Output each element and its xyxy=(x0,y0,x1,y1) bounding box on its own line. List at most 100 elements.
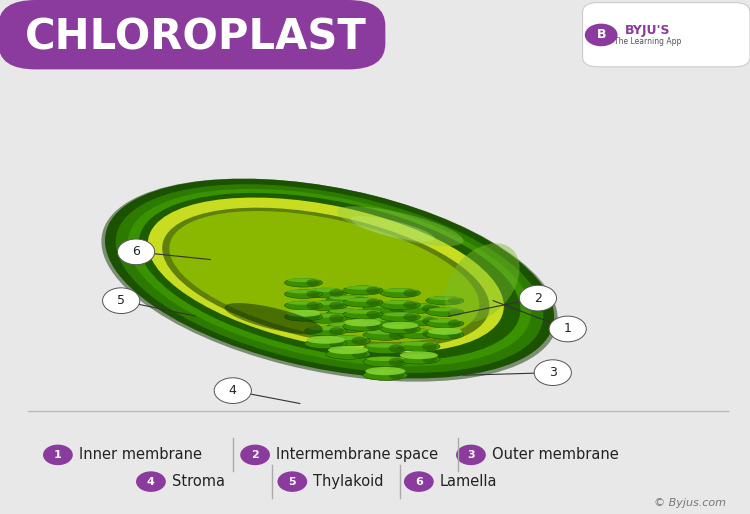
Ellipse shape xyxy=(326,296,370,306)
Ellipse shape xyxy=(346,309,380,314)
Text: Thylakoid: Thylakoid xyxy=(314,474,384,489)
Circle shape xyxy=(585,24,617,46)
Ellipse shape xyxy=(170,211,479,342)
Ellipse shape xyxy=(388,344,404,353)
Text: Stroma: Stroma xyxy=(172,474,225,489)
Ellipse shape xyxy=(398,303,440,313)
Ellipse shape xyxy=(345,319,381,326)
Ellipse shape xyxy=(284,313,322,321)
Text: 6: 6 xyxy=(415,476,423,487)
Ellipse shape xyxy=(284,290,322,299)
Ellipse shape xyxy=(400,352,438,359)
Ellipse shape xyxy=(383,312,417,316)
Ellipse shape xyxy=(284,279,322,287)
Ellipse shape xyxy=(426,296,464,305)
Ellipse shape xyxy=(287,312,320,316)
Ellipse shape xyxy=(346,286,380,290)
Ellipse shape xyxy=(304,314,347,323)
Text: Inner membrane: Inner membrane xyxy=(79,447,202,463)
Ellipse shape xyxy=(404,289,417,297)
Text: B: B xyxy=(596,28,606,42)
Ellipse shape xyxy=(287,278,320,282)
Ellipse shape xyxy=(380,300,420,309)
Ellipse shape xyxy=(148,197,504,353)
Ellipse shape xyxy=(308,301,344,305)
Ellipse shape xyxy=(426,331,464,339)
Circle shape xyxy=(103,288,140,314)
Ellipse shape xyxy=(400,328,436,333)
Circle shape xyxy=(43,445,73,465)
Ellipse shape xyxy=(400,341,436,346)
Ellipse shape xyxy=(422,304,436,313)
Ellipse shape xyxy=(284,301,322,310)
Ellipse shape xyxy=(343,298,383,307)
Ellipse shape xyxy=(382,322,418,329)
Ellipse shape xyxy=(218,217,352,287)
Ellipse shape xyxy=(363,370,408,380)
Text: 3: 3 xyxy=(467,450,475,460)
Circle shape xyxy=(456,445,486,465)
Text: 1: 1 xyxy=(564,322,572,336)
Ellipse shape xyxy=(287,301,320,305)
Ellipse shape xyxy=(105,179,554,378)
Circle shape xyxy=(136,471,166,492)
Ellipse shape xyxy=(366,317,404,321)
Ellipse shape xyxy=(329,289,344,297)
Ellipse shape xyxy=(380,324,420,334)
Ellipse shape xyxy=(307,336,345,344)
Text: 6: 6 xyxy=(132,245,140,259)
Ellipse shape xyxy=(352,323,367,332)
Ellipse shape xyxy=(404,314,417,321)
Ellipse shape xyxy=(346,322,380,326)
Ellipse shape xyxy=(139,193,520,360)
Ellipse shape xyxy=(400,303,436,308)
Text: The Learning App: The Learning App xyxy=(614,36,681,46)
Ellipse shape xyxy=(426,308,464,317)
Ellipse shape xyxy=(383,300,417,304)
Ellipse shape xyxy=(326,336,370,346)
Ellipse shape xyxy=(128,189,531,366)
Text: 3: 3 xyxy=(549,366,556,379)
Ellipse shape xyxy=(287,289,320,293)
Ellipse shape xyxy=(445,243,520,322)
Text: CHLOROPLAST: CHLOROPLAST xyxy=(25,16,366,58)
Ellipse shape xyxy=(308,339,344,343)
Ellipse shape xyxy=(380,288,420,298)
Circle shape xyxy=(278,471,308,492)
Ellipse shape xyxy=(388,304,404,313)
Ellipse shape xyxy=(429,330,461,334)
Ellipse shape xyxy=(329,322,367,327)
Ellipse shape xyxy=(326,322,370,333)
Ellipse shape xyxy=(352,350,367,358)
Circle shape xyxy=(404,471,433,492)
Ellipse shape xyxy=(422,317,436,325)
Circle shape xyxy=(519,285,556,311)
Ellipse shape xyxy=(352,310,367,318)
Ellipse shape xyxy=(448,308,461,316)
Ellipse shape xyxy=(366,299,380,306)
Ellipse shape xyxy=(304,339,347,348)
FancyBboxPatch shape xyxy=(0,0,386,69)
Ellipse shape xyxy=(304,301,347,310)
Circle shape xyxy=(118,239,154,265)
Ellipse shape xyxy=(116,184,543,373)
Ellipse shape xyxy=(429,296,461,300)
Ellipse shape xyxy=(388,371,404,379)
Ellipse shape xyxy=(329,349,367,354)
Ellipse shape xyxy=(363,303,408,314)
Ellipse shape xyxy=(306,279,320,286)
Ellipse shape xyxy=(398,329,440,339)
Text: 5: 5 xyxy=(289,476,296,487)
Text: 4: 4 xyxy=(229,384,237,397)
Ellipse shape xyxy=(365,367,406,375)
Text: 2: 2 xyxy=(534,291,542,305)
Ellipse shape xyxy=(363,330,408,340)
Ellipse shape xyxy=(383,324,417,328)
Ellipse shape xyxy=(162,208,490,347)
Ellipse shape xyxy=(422,355,436,363)
Ellipse shape xyxy=(352,297,367,305)
Ellipse shape xyxy=(326,349,370,359)
Text: 4: 4 xyxy=(147,476,154,487)
Text: 2: 2 xyxy=(251,450,259,460)
Text: Intermembrane space: Intermembrane space xyxy=(276,447,438,463)
